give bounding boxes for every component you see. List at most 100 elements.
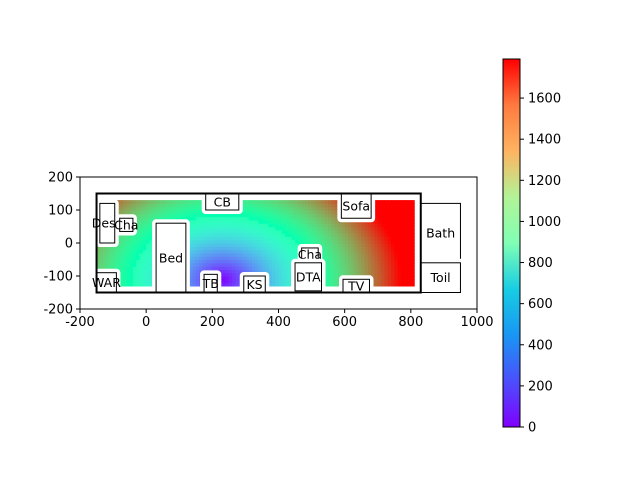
heat-cell	[225, 259, 230, 264]
heat-cell	[245, 262, 250, 267]
heat-cell	[149, 259, 154, 264]
heat-cell	[139, 210, 144, 214]
heat-cell	[209, 223, 213, 228]
heat-cell	[377, 256, 382, 261]
heat-cell	[271, 210, 276, 214]
heat-cell	[384, 203, 389, 208]
heat-cell	[387, 233, 392, 237]
heat-cell	[328, 249, 333, 254]
heat-cell	[377, 210, 382, 214]
heat-cell	[146, 203, 151, 208]
heat-cell	[119, 243, 124, 247]
heat-cell	[126, 276, 131, 280]
heat-cell	[324, 262, 329, 267]
heat-cell	[397, 282, 402, 287]
heat-cell	[288, 219, 293, 224]
y-tick-label: -100	[43, 270, 73, 285]
heat-cell	[252, 256, 256, 261]
heat-cell	[295, 206, 299, 211]
heat-cell	[169, 210, 174, 214]
heat-cell	[407, 223, 412, 228]
heat-cell	[347, 269, 352, 274]
heat-cell	[371, 259, 376, 264]
heat-cell	[248, 226, 253, 231]
heat-cell	[308, 233, 313, 237]
heat-cell	[255, 206, 260, 211]
heat-cell	[146, 246, 151, 251]
heat-cell	[271, 219, 276, 224]
heat-cell	[232, 272, 237, 277]
heat-cell	[374, 219, 379, 224]
heat-cell	[136, 236, 141, 241]
heat-cell	[407, 229, 412, 234]
heat-cell	[281, 266, 286, 270]
heat-cell	[384, 236, 389, 241]
heat-cell	[136, 249, 141, 254]
heat-cell	[149, 216, 154, 221]
heat-cell	[205, 246, 210, 251]
heat-cell	[222, 262, 227, 267]
heat-cell	[394, 259, 399, 264]
heat-cell	[166, 206, 170, 211]
heat-cell	[347, 256, 352, 261]
heat-cell	[410, 243, 415, 247]
heat-cell	[106, 262, 111, 267]
heat-cell	[146, 262, 151, 267]
heat-cell	[235, 259, 240, 264]
heat-cell	[146, 249, 151, 254]
heat-cell	[195, 213, 200, 218]
heat-cell	[235, 229, 240, 234]
heat-cell	[295, 226, 299, 231]
heat-cell	[185, 206, 190, 211]
y-tick-label: 0	[65, 237, 73, 252]
heat-cell	[387, 266, 392, 270]
heat-cell	[96, 256, 101, 261]
heat-cell	[304, 203, 309, 208]
heat-cell	[156, 213, 160, 218]
heat-cell	[252, 239, 256, 244]
heat-cell	[232, 236, 237, 241]
heat-cell	[321, 229, 326, 234]
heat-cell	[407, 243, 412, 247]
heat-cell	[387, 223, 392, 228]
colorbar	[502, 58, 521, 428]
heat-cell	[377, 269, 382, 274]
heat-cell	[394, 246, 399, 251]
heat-cell	[152, 210, 157, 214]
heat-cell	[308, 239, 313, 244]
heat-cell	[222, 252, 227, 257]
heat-cell	[324, 239, 329, 244]
heat-cell	[268, 279, 273, 284]
heat-cell	[123, 276, 127, 280]
heat-cell	[347, 229, 352, 234]
heat-cell	[301, 229, 306, 234]
heat-cell	[311, 233, 316, 237]
heat-cell	[347, 266, 352, 270]
heat-cell	[136, 262, 141, 267]
heat-cell	[235, 269, 240, 274]
heat-cell	[390, 226, 395, 231]
heat-cell	[338, 256, 342, 261]
heat-cell	[261, 239, 266, 244]
heat-cell	[285, 229, 290, 234]
heat-cell	[374, 266, 379, 270]
heat-cell	[245, 233, 250, 237]
heat-cell	[331, 219, 336, 224]
heat-cell	[321, 219, 326, 224]
heat-cell	[308, 229, 313, 234]
heat-cell	[129, 252, 134, 257]
heat-cell	[304, 219, 309, 224]
heat-cell	[139, 279, 144, 284]
heat-cell	[354, 243, 359, 247]
heat-cell	[215, 243, 220, 247]
heat-cell	[404, 279, 409, 284]
heat-cell	[195, 252, 200, 257]
heat-cell	[222, 282, 227, 287]
furniture-label: WAR	[92, 275, 121, 290]
heat-cell	[268, 206, 273, 211]
heat-cell	[232, 266, 237, 270]
heat-cell	[328, 252, 333, 257]
heat-cell	[179, 210, 184, 214]
heat-cell	[285, 266, 290, 270]
heat-cell	[149, 252, 154, 257]
